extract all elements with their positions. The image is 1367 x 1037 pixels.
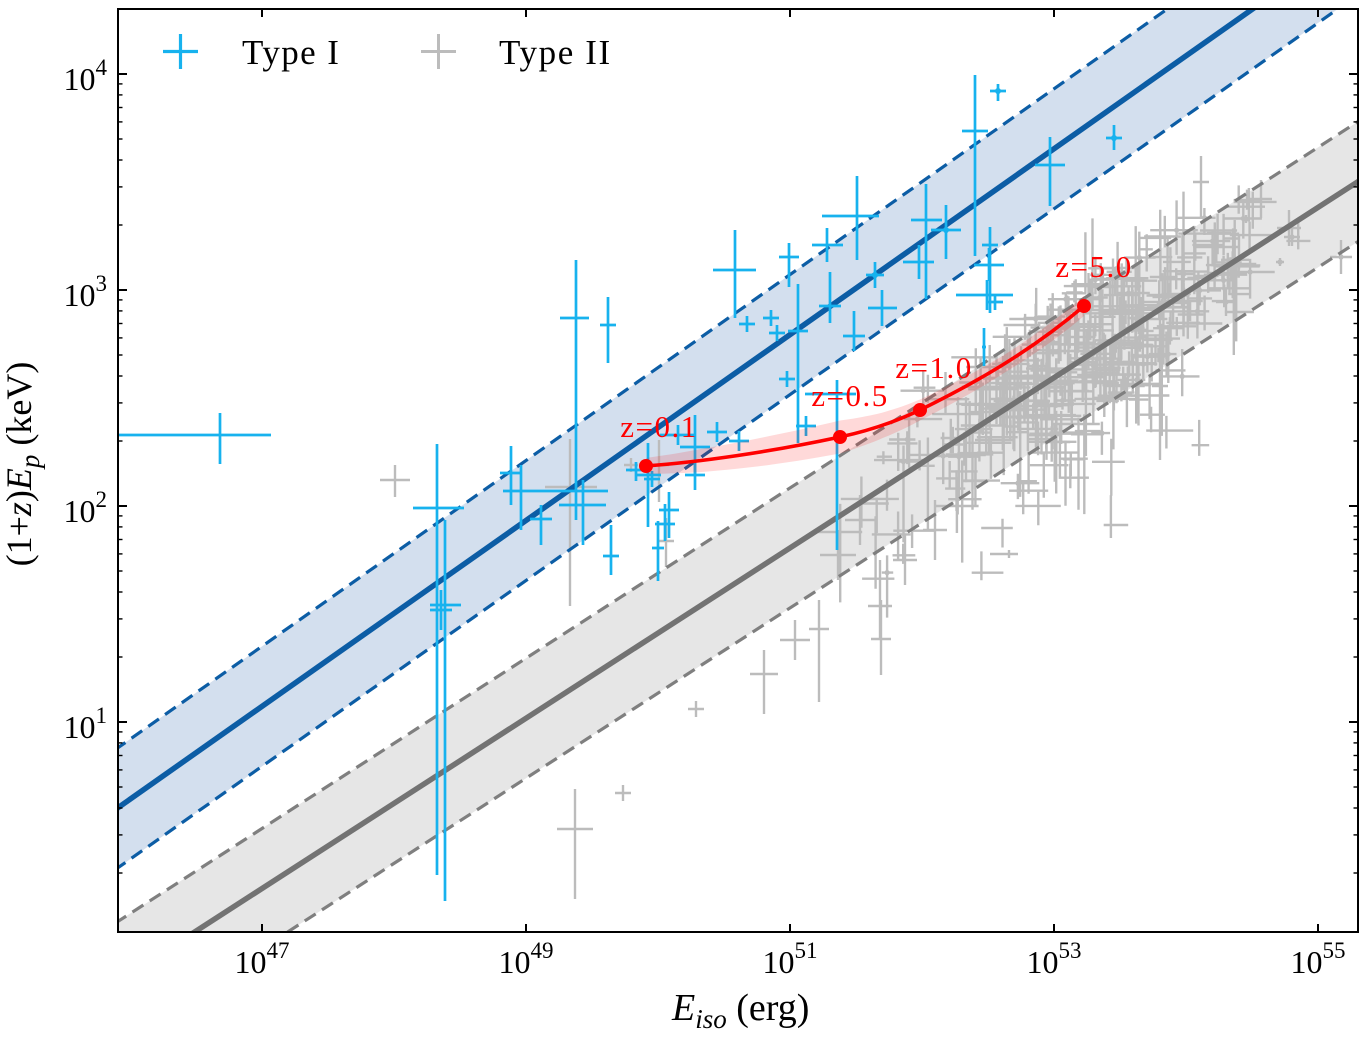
svg-text:1051: 1051 xyxy=(763,938,818,980)
svg-text:1055: 1055 xyxy=(1291,938,1346,980)
svg-text:(1+z)Ep (keV): (1+z)Ep (keV) xyxy=(0,362,45,567)
svg-text:z=5.0: z=5.0 xyxy=(1055,249,1133,284)
svg-text:z=1.0: z=1.0 xyxy=(895,350,973,385)
svg-text:Eiso (erg): Eiso (erg) xyxy=(671,987,809,1034)
svg-text:z=0.1: z=0.1 xyxy=(620,409,698,444)
svg-text:Type I: Type I xyxy=(242,33,340,72)
svg-text:Type II: Type II xyxy=(499,33,612,72)
svg-text:z=0.5: z=0.5 xyxy=(811,378,889,413)
